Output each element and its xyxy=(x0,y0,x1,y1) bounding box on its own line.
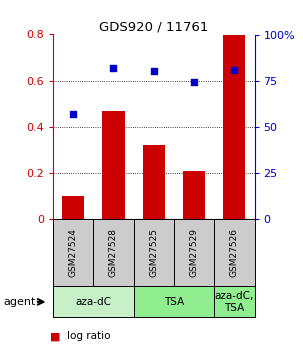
Text: ■: ■ xyxy=(50,332,61,341)
Point xyxy=(152,69,156,74)
Bar xyxy=(102,111,125,219)
Bar xyxy=(143,145,165,219)
Bar xyxy=(62,196,84,219)
Point xyxy=(111,65,116,70)
Text: GSM27525: GSM27525 xyxy=(149,228,158,277)
Text: log ratio: log ratio xyxy=(67,332,110,341)
Point xyxy=(192,80,197,85)
Text: TSA: TSA xyxy=(164,297,184,307)
Point xyxy=(71,111,76,117)
Title: GDS920 / 11761: GDS920 / 11761 xyxy=(99,20,208,33)
Text: GSM27524: GSM27524 xyxy=(69,228,78,277)
Point xyxy=(232,67,237,72)
Text: GSM27529: GSM27529 xyxy=(190,228,198,277)
Bar xyxy=(183,171,205,219)
Text: GSM27528: GSM27528 xyxy=(109,228,118,277)
Text: GSM27526: GSM27526 xyxy=(230,228,239,277)
Text: agent: agent xyxy=(3,297,35,307)
Text: aza-dC,
TSA: aza-dC, TSA xyxy=(215,291,254,313)
Bar xyxy=(223,34,245,219)
Text: aza-dC: aza-dC xyxy=(75,297,111,307)
